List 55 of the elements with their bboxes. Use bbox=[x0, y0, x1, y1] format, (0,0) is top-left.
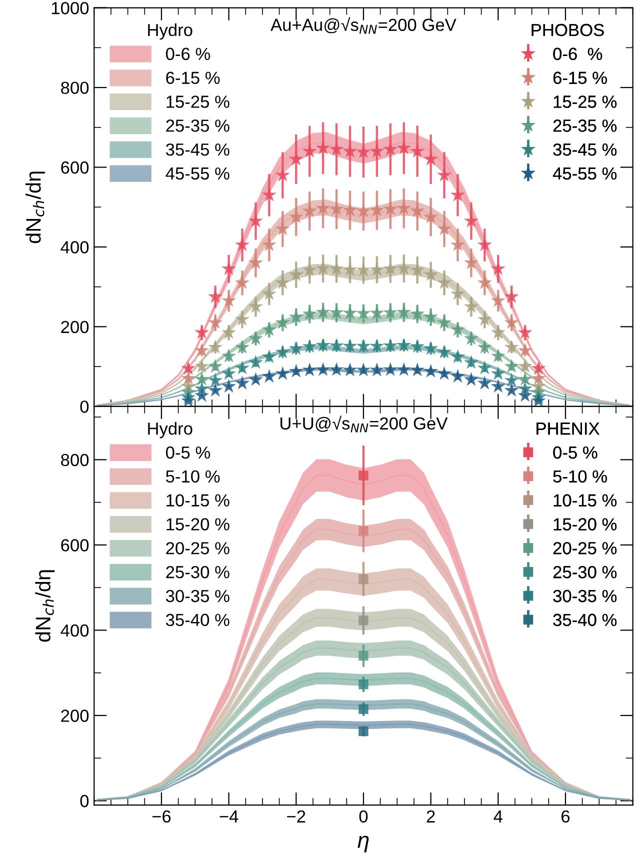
legend-label: 20-25 % bbox=[553, 542, 617, 554]
text: U+U@√s$_{NN}$=200 GeV bbox=[280, 416, 448, 432]
x-axis-title: η bbox=[358, 836, 369, 852]
x-tick-label: 2 bbox=[426, 810, 435, 822]
legend-label: 35-40 % bbox=[166, 614, 230, 626]
legend-label: 0-6 % bbox=[553, 48, 602, 60]
y-tick-label: 400 bbox=[60, 241, 89, 254]
text: Au+Au@√s$_{NN}$=200 GeV bbox=[270, 17, 456, 34]
y-axis-title: dN$_{ch}$/dη bbox=[35, 570, 55, 642]
legend-label: 5-10 % bbox=[553, 470, 607, 483]
y-tick-label: 600 bbox=[61, 161, 89, 174]
y-tick-label: 600 bbox=[61, 539, 89, 552]
legend-label: 15-25 % bbox=[554, 96, 617, 108]
x-tick-label: 0 bbox=[359, 810, 368, 823]
legend-label: 5-10 % bbox=[166, 470, 220, 483]
legend-label: 6-15 % bbox=[166, 72, 220, 84]
y-tick-label: 200 bbox=[61, 710, 89, 722]
legend-label: 45-55 % bbox=[166, 167, 230, 180]
annotation: PHOBOS bbox=[532, 24, 604, 36]
legend-label: 45-55 % bbox=[552, 167, 617, 180]
legend-label: 6-15 % bbox=[553, 72, 607, 84]
legend-label: 25-30 % bbox=[166, 566, 230, 578]
legend-label: 25-35 % bbox=[553, 120, 617, 132]
legend-label: 35-40 % bbox=[553, 614, 617, 626]
x-tick-label: −2 bbox=[287, 810, 306, 822]
legend-label: 0-6 % bbox=[166, 48, 210, 60]
legend-label: 35-45 % bbox=[166, 143, 230, 156]
legend-label: 15-20 % bbox=[166, 518, 230, 530]
y-tick-label: 800 bbox=[61, 454, 89, 466]
x-tick-label: 6 bbox=[562, 810, 570, 823]
y-tick-label: 400 bbox=[60, 624, 89, 637]
x-tick-label: 4 bbox=[494, 810, 502, 822]
annotation: Hydro bbox=[148, 422, 192, 438]
legend-label: 0-5 % bbox=[553, 446, 598, 459]
annotation: Hydro bbox=[148, 23, 192, 40]
legend-label: 15-20 % bbox=[554, 518, 617, 530]
y-tick-label: 1000 bbox=[52, 2, 89, 14]
legend-label: 30-35 % bbox=[166, 590, 230, 602]
legend-label: 10-15 % bbox=[166, 494, 230, 507]
annotation: PHENIX bbox=[536, 422, 600, 435]
y-axis-title: dN$_{ch}$/dη bbox=[26, 172, 45, 244]
y-tick-label: 200 bbox=[61, 320, 89, 334]
legend-label: 0-5 % bbox=[166, 446, 210, 459]
x-tick-label: −6 bbox=[152, 810, 171, 823]
legend-label: 25-30 % bbox=[553, 566, 617, 578]
legend-label: 15-25 % bbox=[166, 96, 230, 108]
y-tick-label: 0 bbox=[80, 794, 89, 808]
legend-label: 25-35 % bbox=[166, 120, 230, 132]
x-tick-label: −4 bbox=[220, 810, 238, 822]
legend-label: 35-45 % bbox=[553, 143, 617, 156]
y-tick-label: 800 bbox=[61, 82, 89, 94]
legend-label: 30-35 % bbox=[553, 590, 617, 602]
y-tick-label: 0 bbox=[80, 400, 89, 413]
legend-label: 20-25 % bbox=[166, 542, 230, 554]
legend-label: 10-15 % bbox=[554, 494, 617, 507]
